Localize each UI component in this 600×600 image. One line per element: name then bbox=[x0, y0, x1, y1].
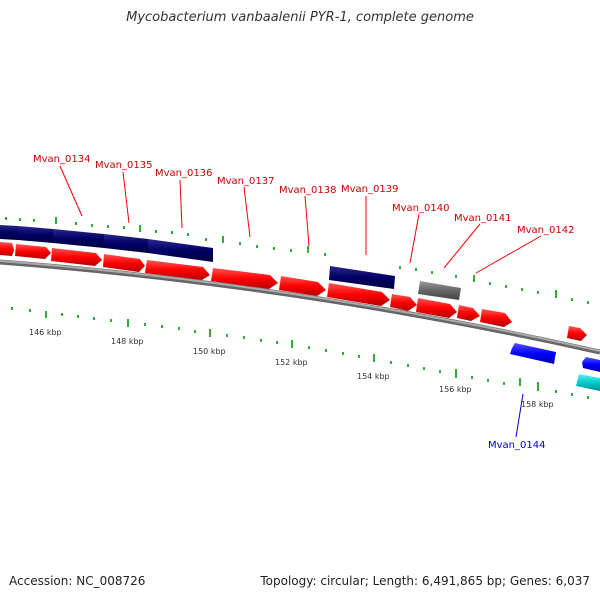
gene-block bbox=[148, 239, 213, 262]
forward-strand-genes bbox=[0, 242, 587, 341]
leader-line bbox=[122, 171, 130, 224]
leader-line bbox=[304, 195, 310, 247]
gene-block bbox=[582, 357, 600, 372]
leader-line bbox=[243, 186, 251, 238]
scale-label-156: 156 kbp bbox=[439, 385, 472, 394]
gene-block bbox=[329, 266, 395, 289]
gene-block bbox=[576, 374, 600, 391]
genome-backbone-highlight bbox=[0, 260, 600, 352]
leader-line bbox=[443, 223, 481, 269]
gene-arrow bbox=[279, 276, 326, 296]
gene-arrow bbox=[390, 294, 417, 311]
lower-tick-rail bbox=[11, 307, 589, 399]
gene-arrow bbox=[211, 268, 278, 289]
upper-tick-rail bbox=[5, 217, 589, 304]
gene-block bbox=[53, 229, 104, 248]
genome-summary: Topology: circular; Length: 6,491,865 bp… bbox=[260, 574, 590, 588]
leader-line-minus bbox=[515, 393, 524, 438]
gene-label-mvan-0141[interactable]: Mvan_0141 bbox=[454, 213, 511, 224]
leader-line bbox=[179, 179, 183, 229]
gene-block bbox=[104, 234, 148, 253]
scale-labels: 146 kbp 148 kbp 150 kbp 152 kbp 154 kbp … bbox=[29, 328, 554, 409]
gene-block bbox=[418, 281, 461, 300]
leader-line bbox=[59, 165, 83, 217]
leader-line bbox=[475, 235, 542, 274]
gene-block bbox=[0, 225, 18, 240]
gene-arrow bbox=[567, 326, 587, 341]
reverse-strand-genes bbox=[0, 225, 600, 391]
gene-labels: Mvan_0134 Mvan_0135 Mvan_0136 Mvan_0137 … bbox=[33, 154, 574, 236]
map-title: Mycobacterium vanbaalenii PYR-1, complet… bbox=[126, 10, 474, 25]
scale-label-152: 152 kbp bbox=[275, 358, 308, 367]
gene-label-mvan-0135[interactable]: Mvan_0135 bbox=[95, 160, 152, 171]
gene-arrow bbox=[416, 298, 457, 318]
gene-label-mvan-0134[interactable]: Mvan_0134 bbox=[33, 154, 90, 165]
gene-arrow bbox=[480, 309, 512, 327]
scale-label-150: 150 kbp bbox=[193, 347, 226, 356]
gene-arrow bbox=[0, 242, 14, 256]
gene-arrow bbox=[15, 244, 51, 259]
scale-label-154: 154 kbp bbox=[357, 372, 390, 381]
gene-label-mvan-0137[interactable]: Mvan_0137 bbox=[217, 176, 274, 187]
scale-label-148: 148 kbp bbox=[111, 337, 144, 346]
leader-lines bbox=[59, 165, 542, 274]
genome-backbone bbox=[0, 259, 600, 355]
gene-label-mvan-0140[interactable]: Mvan_0140 bbox=[392, 203, 449, 214]
gene-label-mvan-0136[interactable]: Mvan_0136 bbox=[155, 168, 212, 179]
gene-block bbox=[510, 343, 556, 364]
scale-label-146: 146 kbp bbox=[29, 328, 62, 337]
scale-label-158: 158 kbp bbox=[521, 400, 554, 409]
gene-arrow bbox=[457, 305, 480, 321]
gene-block bbox=[18, 226, 53, 243]
gene-arrow bbox=[51, 248, 102, 266]
leader-line bbox=[409, 213, 420, 264]
gene-label-mvan-0144[interactable]: Mvan_0144 bbox=[488, 440, 545, 451]
gene-label-mvan-0138[interactable]: Mvan_0138 bbox=[279, 185, 336, 196]
gene-label-mvan-0142[interactable]: Mvan_0142 bbox=[517, 225, 574, 236]
gene-arrow bbox=[327, 283, 390, 306]
accession-label: Accession: NC_008726 bbox=[9, 574, 146, 588]
gene-label-mvan-0139[interactable]: Mvan_0139 bbox=[341, 184, 398, 195]
gene-arrow bbox=[103, 254, 145, 272]
gene-arrow bbox=[145, 260, 210, 280]
